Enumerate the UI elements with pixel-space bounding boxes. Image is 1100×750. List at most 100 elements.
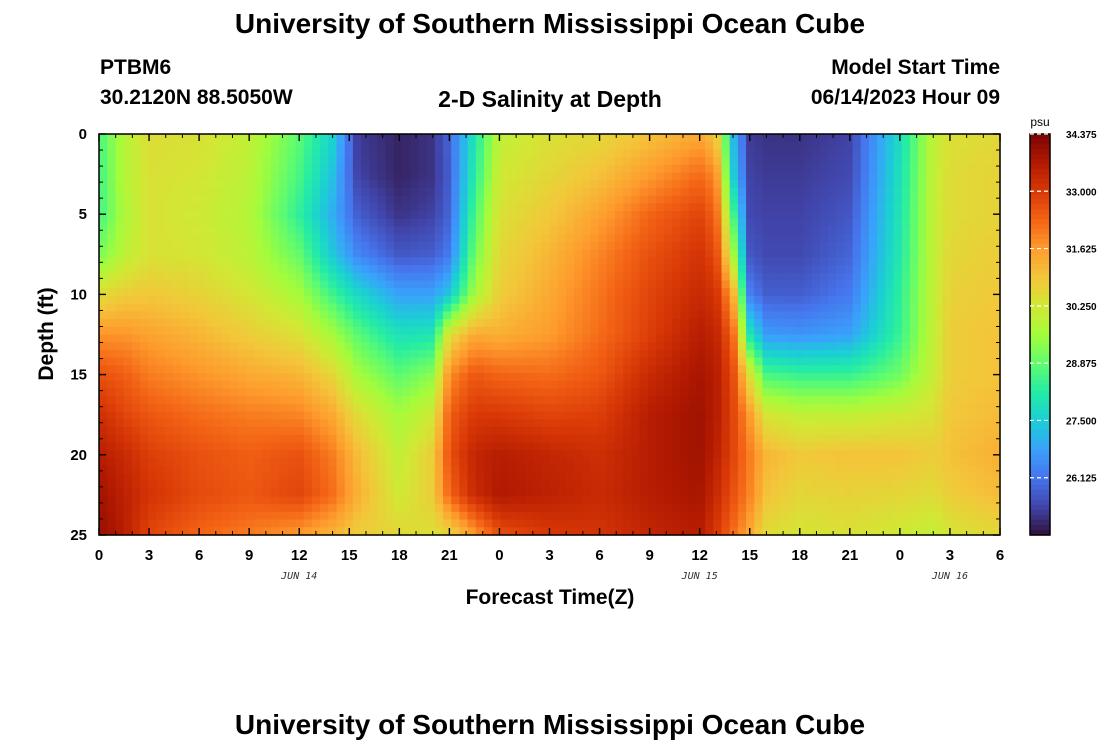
heatmap-cell xyxy=(746,365,755,374)
heatmap-cell xyxy=(655,311,665,320)
heatmap-cell xyxy=(156,365,166,374)
heatmap-cell xyxy=(901,180,911,189)
heatmap-cell xyxy=(533,342,542,351)
heatmap-cell xyxy=(893,434,903,444)
heatmap-cell xyxy=(172,157,182,166)
heatmap-cell xyxy=(197,226,207,235)
heatmap-cell xyxy=(369,334,379,343)
heatmap-cell xyxy=(508,195,518,204)
heatmap-cell xyxy=(328,311,338,320)
heatmap-cell xyxy=(369,134,379,143)
heatmap-cell xyxy=(213,349,223,359)
heatmap-cell xyxy=(811,218,821,228)
heatmap-cell xyxy=(197,134,207,143)
heatmap-cell xyxy=(410,342,420,351)
heatmap-cell xyxy=(385,481,395,490)
heatmap-cell xyxy=(402,164,411,174)
heatmap-cell xyxy=(246,427,256,436)
heatmap-cell xyxy=(688,442,698,451)
heatmap-cell xyxy=(942,164,952,174)
heatmap-cell xyxy=(688,365,698,374)
heatmap-cell xyxy=(672,473,682,482)
heatmap-cell xyxy=(336,280,346,289)
heatmap-cell xyxy=(533,226,542,235)
heatmap-cell xyxy=(549,373,559,382)
heatmap-cell xyxy=(303,434,313,444)
heatmap-cell xyxy=(434,473,444,482)
heatmap-cell xyxy=(991,141,1001,151)
heatmap-cell xyxy=(934,265,944,274)
heatmap-cell xyxy=(713,373,723,382)
heatmap-cell xyxy=(426,481,436,490)
heatmap-cell xyxy=(418,141,428,151)
heatmap-cell xyxy=(418,265,428,274)
heatmap-cell xyxy=(893,342,903,351)
heatmap-cell xyxy=(148,419,157,428)
heatmap-cell xyxy=(344,164,354,174)
heatmap-cell xyxy=(377,342,387,351)
heatmap-cell xyxy=(205,295,215,305)
heatmap-cell xyxy=(426,187,436,197)
heatmap-cell xyxy=(598,380,608,390)
heatmap-cell xyxy=(483,357,493,366)
heatmap-cell xyxy=(598,203,608,212)
heatmap-cell xyxy=(262,241,272,251)
heatmap-cell xyxy=(975,434,985,444)
heatmap-cell xyxy=(131,403,141,413)
heatmap-cell xyxy=(492,295,501,305)
heatmap-cell xyxy=(811,473,821,482)
heatmap-cell xyxy=(877,434,886,444)
heatmap-cell xyxy=(574,411,583,420)
heatmap-cell xyxy=(238,349,248,359)
heatmap-cell xyxy=(606,195,616,204)
heatmap-cell xyxy=(688,357,698,366)
heatmap-cell xyxy=(443,396,452,405)
heatmap-cell xyxy=(467,380,477,390)
heatmap-cell xyxy=(99,149,108,158)
heatmap-cell xyxy=(590,450,600,459)
heatmap-cell xyxy=(508,319,518,328)
heatmap-cell xyxy=(778,349,788,359)
heatmap-cell xyxy=(967,164,977,174)
heatmap-cell xyxy=(926,234,936,243)
heatmap-cell xyxy=(967,303,977,312)
heatmap-cell xyxy=(508,172,518,181)
heatmap-cell xyxy=(197,465,207,474)
heatmap-cell xyxy=(230,187,239,197)
heatmap-cell xyxy=(852,326,862,336)
heatmap-cell xyxy=(770,388,780,397)
heatmap-cell xyxy=(672,396,682,405)
heatmap-cell xyxy=(508,134,518,143)
heatmap-cell xyxy=(721,141,731,151)
heatmap-cell xyxy=(754,134,764,143)
heatmap-cell xyxy=(672,195,682,204)
heatmap-cell xyxy=(803,357,813,366)
heatmap-cell xyxy=(369,434,379,444)
heatmap-cell xyxy=(827,272,837,282)
heatmap-cell xyxy=(737,280,747,289)
heatmap-cell xyxy=(631,419,641,428)
heatmap-cell xyxy=(680,303,690,312)
heatmap-cell xyxy=(402,241,411,251)
heatmap-cell xyxy=(213,257,223,266)
heatmap-cell xyxy=(271,419,280,428)
heatmap-cell xyxy=(287,365,297,374)
heatmap-cell xyxy=(336,218,346,228)
heatmap-cell xyxy=(778,334,788,343)
heatmap-cell xyxy=(860,203,870,212)
heatmap-cell xyxy=(762,427,772,436)
heatmap-cell xyxy=(967,257,977,266)
heatmap-cell xyxy=(590,357,600,366)
heatmap-cell xyxy=(402,295,411,305)
heatmap-cell xyxy=(475,187,485,197)
heatmap-cell xyxy=(148,288,157,297)
heatmap-cell xyxy=(189,450,198,459)
heatmap-cell xyxy=(377,326,387,336)
heatmap-cell xyxy=(959,473,968,482)
heatmap-cell xyxy=(770,211,780,220)
heatmap-cell xyxy=(508,303,518,312)
heatmap-cell xyxy=(729,288,739,297)
heatmap-cell xyxy=(500,434,510,444)
heatmap-cell xyxy=(123,265,133,274)
heatmap-cell xyxy=(451,326,460,336)
